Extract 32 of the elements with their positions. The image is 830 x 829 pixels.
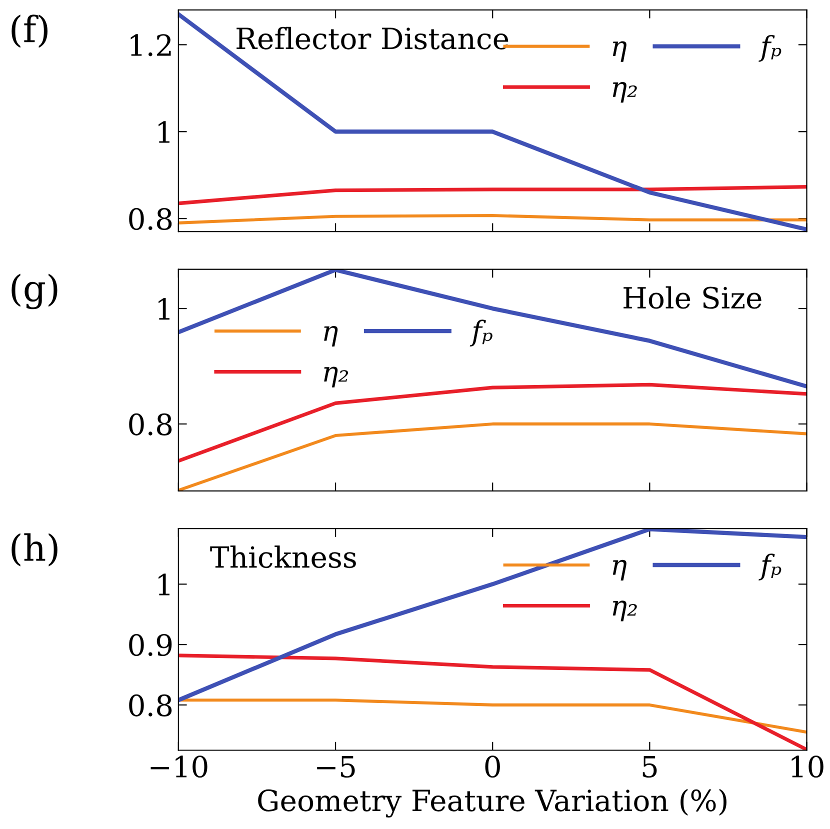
x-tick-label: −10 <box>150 756 208 778</box>
line-series <box>178 12 807 232</box>
y-tick-label: 1.2 <box>130 34 171 56</box>
x-tick-label: −5 <box>317 756 355 778</box>
legend-label: fₚ <box>470 320 492 347</box>
legend-label: η₂ <box>612 82 637 103</box>
legend-label: η <box>612 41 626 62</box>
chart-title: Thickness <box>210 546 356 568</box>
legend-label: fₚ <box>758 34 782 62</box>
x-tick-label: 0 <box>485 756 500 778</box>
y-tick-label: 0.8 <box>129 413 172 436</box>
chart-title: Reflector Distance <box>236 26 508 50</box>
legend-label: η <box>612 560 626 580</box>
y-tick-label: 1 <box>158 121 170 143</box>
text: (f) <box>12 14 48 48</box>
legend-label: η₂ <box>612 600 637 622</box>
legend-label: η₂ <box>324 366 348 388</box>
line-series <box>178 214 807 224</box>
text: (h) <box>12 533 58 566</box>
x-tick-label: 10 <box>792 756 824 778</box>
y-tick-label: 1 <box>158 298 170 320</box>
line-series <box>178 185 807 206</box>
x-tick-label: 5 <box>642 756 657 778</box>
x-axis-title: Geometry Feature Variation (%) <box>258 788 726 818</box>
y-tick-label: 0.8 <box>129 208 172 230</box>
text: (g) <box>12 274 58 310</box>
y-tick-label: 0.9 <box>129 634 172 656</box>
legend-label: fₚ <box>758 554 782 580</box>
legend-label: η <box>324 326 338 347</box>
chart-title: Hole Size <box>624 286 762 309</box>
y-tick-label: 0.8 <box>129 694 172 716</box>
y-tick-label: 1 <box>158 574 170 596</box>
